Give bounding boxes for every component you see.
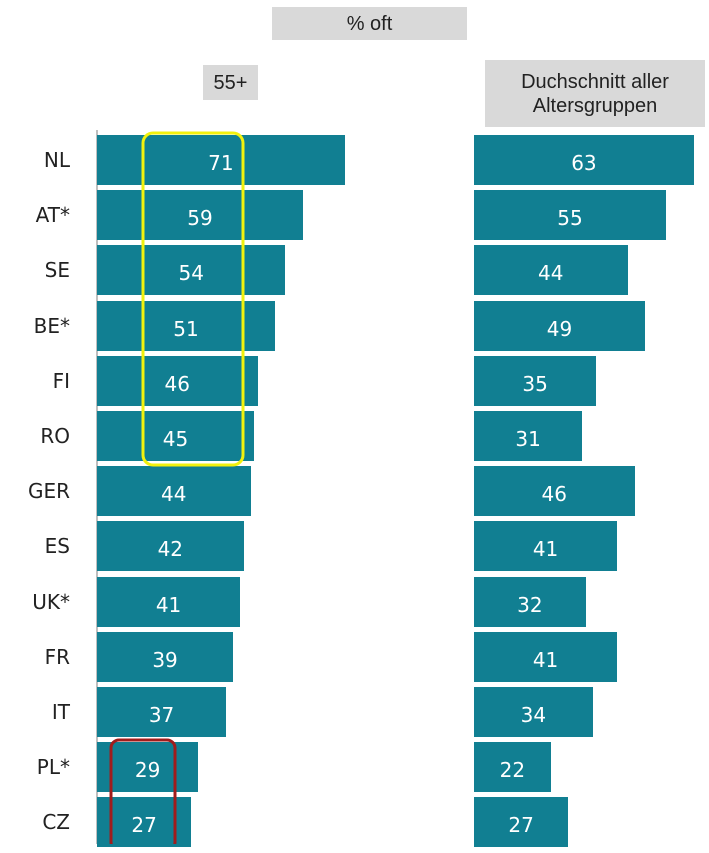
value-label: 45 [162, 427, 189, 451]
bar [97, 576, 241, 627]
category-label: BE* [33, 313, 70, 338]
value-label: 63 [571, 151, 597, 175]
bar [474, 576, 586, 627]
value-label: 71 [208, 151, 234, 175]
value-label: 44 [161, 482, 187, 507]
chart-title: % oft [272, 7, 467, 40]
category-label: UK* [32, 589, 70, 614]
category-label: PL* [36, 755, 70, 780]
series-label: 55+ [203, 65, 258, 100]
value-label: 46 [164, 371, 190, 396]
value-label: 41 [532, 537, 559, 562]
bar [97, 687, 227, 737]
value-label: 34 [520, 703, 547, 727]
bar [474, 190, 666, 241]
bar [474, 355, 597, 406]
category-label: IT [51, 700, 70, 724]
bar [474, 742, 551, 793]
value-label: 31 [515, 427, 541, 451]
value-label: 42 [157, 537, 184, 562]
category-label: CZ [42, 810, 70, 835]
value-label: 32 [517, 592, 543, 617]
value-label: 59 [187, 206, 213, 231]
category-label: FI [52, 368, 70, 393]
value-label: 37 [148, 703, 175, 727]
bar [97, 466, 251, 517]
bar [474, 300, 645, 351]
value-label: 44 [538, 261, 564, 286]
value-label: 29 [134, 758, 161, 783]
bar [474, 466, 635, 517]
category-label: AT* [35, 203, 70, 228]
category-label: RO [40, 424, 70, 448]
bar [474, 135, 694, 185]
value-label: 41 [155, 592, 182, 617]
value-label: 49 [546, 316, 573, 341]
value-label: 41 [532, 647, 559, 672]
value-label: 51 [173, 316, 199, 341]
bar [474, 687, 593, 737]
bar [97, 631, 234, 682]
value-label: 54 [178, 261, 204, 286]
value-label: 35 [522, 371, 548, 396]
value-label: 46 [541, 482, 567, 507]
bar [474, 411, 583, 461]
category-label: ES [44, 534, 70, 559]
bar [474, 521, 618, 572]
value-label: 22 [499, 758, 526, 783]
value-label: 55 [557, 206, 583, 231]
bar [97, 521, 244, 572]
category-label: GER [27, 479, 70, 504]
value-label: 27 [508, 813, 534, 838]
value-label: 27 [131, 813, 157, 838]
bar [474, 631, 618, 682]
category-label: SE [44, 258, 70, 283]
bar [474, 797, 569, 848]
category-label: FR [44, 644, 70, 669]
series-label: Duchschnitt aller Altersgruppen [485, 60, 705, 127]
category-label: NL [43, 148, 70, 172]
bar [474, 245, 628, 296]
value-label: 39 [152, 647, 178, 672]
